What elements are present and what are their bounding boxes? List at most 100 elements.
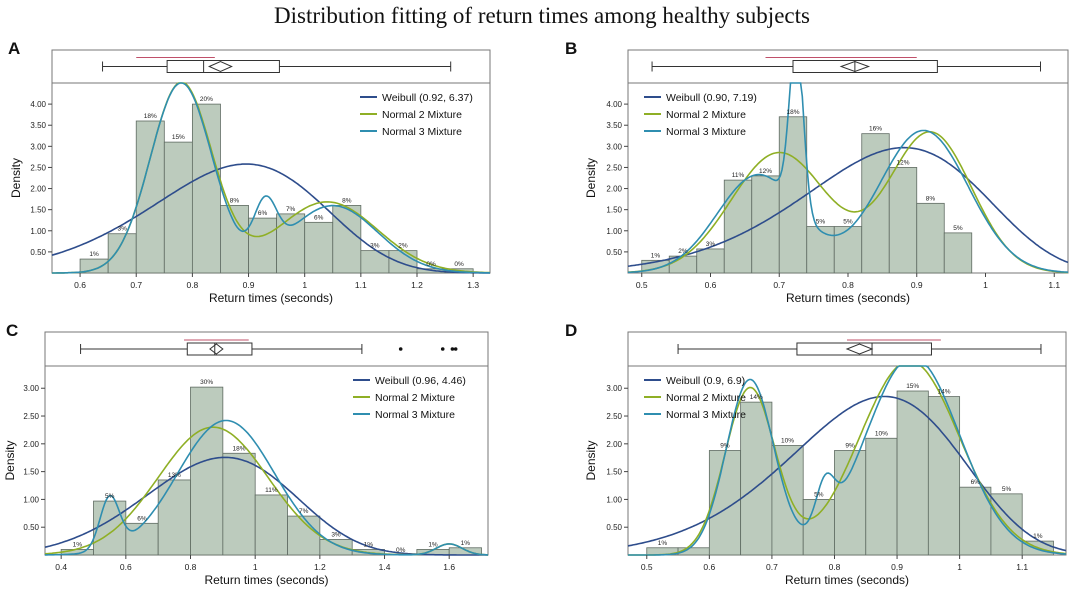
panel-C: C 1% 5% 6% 13% 30% 18% 11% 7% 3% 1% 0% 1% 1% 0.4 0.6 0.8… <box>3 321 489 587</box>
figure-title: Distribution fitting of return times amo… <box>274 3 810 28</box>
histogram-bar <box>833 226 863 274</box>
boxplot-box <box>792 60 938 73</box>
boxplot-outlier <box>440 347 445 351</box>
y-tick-label: 3.00 <box>30 142 46 151</box>
x-tick-label: 1.2 <box>411 280 423 290</box>
histogram-bar <box>220 205 249 274</box>
bar-percent-label: 8% <box>342 197 352 204</box>
histogram-bar <box>125 522 159 556</box>
histogram-bar <box>222 452 256 556</box>
normal-3-mixture-curve <box>628 82 1069 274</box>
y-axis-label: Density <box>3 440 17 480</box>
y-tick-label: 2.50 <box>606 163 622 172</box>
y-tick-label: 1.00 <box>23 495 39 504</box>
x-tick-label: 0.6 <box>705 280 717 290</box>
legend-label: Weibull (0.92, 6.37) <box>382 92 473 104</box>
histogram-bar <box>696 248 725 274</box>
x-tick-label: 0.4 <box>55 562 67 572</box>
bar-percent-label: 16% <box>869 126 882 133</box>
bar-percent-label: 1% <box>658 540 668 547</box>
boxplot-mean-diamond <box>209 343 224 355</box>
x-tick-label: 0.9 <box>911 280 923 290</box>
y-tick-label: 3.00 <box>606 142 622 151</box>
x-tick-label: 0.7 <box>773 280 785 290</box>
bar-percent-label: 9% <box>720 442 730 449</box>
histogram-bar <box>191 103 221 274</box>
y-tick-label: 0.50 <box>30 248 46 257</box>
x-tick-label: 0.7 <box>766 562 778 572</box>
histogram-bar <box>360 250 390 274</box>
boxplot-outlier <box>453 347 458 351</box>
y-tick-label: 1.00 <box>606 227 622 236</box>
legend-label: Normal 3 Mixture <box>666 409 746 421</box>
y-tick-label: 3.50 <box>30 121 46 130</box>
bar-percent-label: 12% <box>896 159 909 166</box>
x-tick-label: 0.7 <box>130 280 142 290</box>
y-tick-label: 4.00 <box>30 100 46 109</box>
x-tick-label: 0.6 <box>120 562 132 572</box>
bar-percent-label: 18% <box>144 113 157 120</box>
legend-label: Normal 2 Mixture <box>666 392 746 404</box>
histogram-bar <box>888 167 918 274</box>
normal-2-mixture-curve <box>628 365 1067 556</box>
boxplot-outlier <box>398 347 403 351</box>
x-tick-label: 1 <box>302 280 307 290</box>
bar-percent-label: 1% <box>1033 533 1043 540</box>
legend-label: Weibull (0.9, 6.9) <box>666 375 745 387</box>
bar-percent-label: 0% <box>454 261 464 268</box>
y-axis-label: Density <box>584 440 598 480</box>
bar-percent-label: 8% <box>926 195 936 202</box>
y-tick-label: 3.50 <box>606 121 622 130</box>
histogram-bar <box>802 499 835 556</box>
x-tick-label: 0.6 <box>74 280 86 290</box>
panel-label: D <box>565 321 577 340</box>
bar-percent-label: 14% <box>937 389 950 396</box>
panel-label: A <box>8 39 20 58</box>
y-tick-label: 2.00 <box>606 440 622 449</box>
x-tick-label: 1.6 <box>443 562 455 572</box>
y-tick-label: 2.50 <box>23 412 39 421</box>
bar-percent-label: 5% <box>105 493 115 500</box>
bar-percent-label: 14% <box>750 394 763 401</box>
legend-label: Normal 3 Mixture <box>375 409 455 421</box>
x-tick-label: 1.1 <box>355 280 367 290</box>
bar-percent-label: 3% <box>706 241 716 248</box>
y-tick-label: 2.50 <box>30 163 46 172</box>
y-axis-label: Density <box>9 158 23 198</box>
bar-percent-label: 15% <box>172 134 185 141</box>
y-tick-label: 1.50 <box>23 468 39 477</box>
bar-percent-label: 18% <box>786 109 799 116</box>
histogram-bar <box>93 500 127 556</box>
weibull-curve <box>627 395 1067 552</box>
x-tick-label: 1.2 <box>314 562 326 572</box>
bar-percent-label: 1% <box>73 541 83 548</box>
bar-percent-label: 9% <box>845 442 855 449</box>
x-tick-label: 0.8 <box>829 562 841 572</box>
y-tick-label: 1.50 <box>606 206 622 215</box>
x-tick-label: 0.6 <box>703 562 715 572</box>
histogram-bar <box>163 141 193 274</box>
bar-percent-label: 10% <box>875 430 888 437</box>
histogram-bar <box>861 133 890 274</box>
bar-percent-label: 8% <box>230 197 240 204</box>
histogram-bar <box>723 179 753 274</box>
boxplot-mean-diamond <box>845 343 874 355</box>
x-axis-label: Return times (seconds) <box>204 573 328 587</box>
normal-3-mixture-curve <box>52 82 491 274</box>
legend-label: Normal 3 Mixture <box>666 126 746 138</box>
x-tick-label: 1 <box>957 562 962 572</box>
bar-percent-label: 5% <box>843 219 853 226</box>
y-axis-label: Density <box>584 158 598 198</box>
y-tick-label: 2.00 <box>606 185 622 194</box>
bar-percent-label: 12% <box>759 168 772 175</box>
legend-label: Normal 3 Mixture <box>382 126 462 138</box>
y-tick-label: 3.00 <box>23 384 39 393</box>
x-tick-label: 1.1 <box>1016 562 1028 572</box>
bar-percent-label: 7% <box>286 206 296 213</box>
bar-percent-label: 2% <box>398 243 408 250</box>
x-tick-label: 1 <box>983 280 988 290</box>
histogram-bar <box>751 175 780 274</box>
panel-label: B <box>565 39 577 58</box>
bar-percent-label: 1% <box>651 252 661 259</box>
